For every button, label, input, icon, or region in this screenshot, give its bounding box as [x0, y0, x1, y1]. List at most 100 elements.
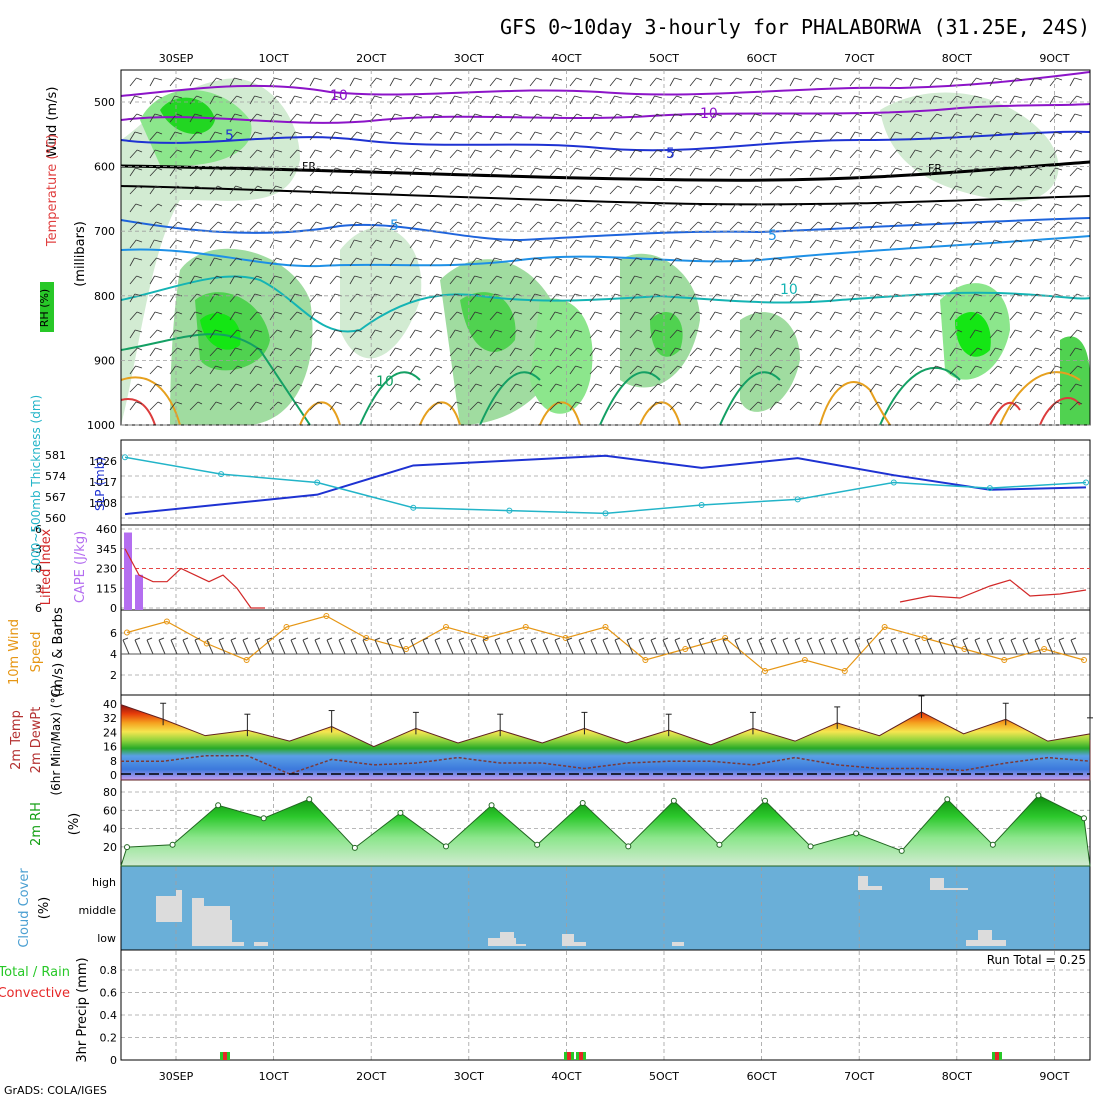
upper-barb [189, 167, 198, 177]
wind-barb [194, 637, 201, 641]
upper-barb [1029, 257, 1037, 267]
temp-tick: 16 [103, 741, 117, 754]
upper-barb [917, 329, 923, 333]
cloud-block [254, 942, 268, 946]
upper-barb [609, 257, 615, 267]
upper-barb [476, 257, 483, 261]
upper-barb [729, 275, 737, 285]
upper-barb [869, 329, 878, 339]
upper-barb [474, 113, 483, 117]
upper-barb [495, 365, 503, 369]
upper-barb [309, 257, 317, 267]
upper-barb [597, 329, 603, 333]
upper-barb [336, 77, 343, 81]
upper-barb [1049, 311, 1058, 321]
upper-barb [1075, 221, 1083, 225]
upper-barb [417, 347, 423, 351]
upper-barb [149, 185, 156, 195]
rh-point [215, 802, 222, 809]
upper-barb [416, 113, 423, 117]
upper-barb [509, 131, 518, 141]
upper-barb [557, 329, 563, 333]
upper-barb [429, 329, 438, 339]
upper-barb [469, 113, 476, 123]
upper-barb [309, 401, 319, 411]
rh-area [120, 794, 1091, 867]
upper-barb [795, 221, 803, 225]
upper-barb [369, 383, 379, 393]
upper-barb [295, 167, 303, 171]
upper-barb [676, 95, 683, 99]
upper-barb [796, 95, 803, 99]
upper-barb [1074, 239, 1083, 243]
upper-barb [949, 167, 958, 177]
upper-barb [909, 347, 916, 357]
wind-barb [566, 637, 573, 641]
upper-barb [689, 221, 699, 231]
upper-barb [489, 203, 497, 213]
upper-barb [695, 203, 703, 207]
upper-barb [217, 383, 223, 387]
cloud-block [156, 896, 182, 922]
upper-barb [676, 131, 683, 135]
panel-labels: Wind (m/s) Temperature (°C) RH (%) (mill… [0, 87, 1086, 1063]
wind-speed-point [124, 629, 130, 636]
upper-barb [809, 383, 819, 393]
upper-barb [234, 77, 243, 81]
upper-barb [794, 311, 803, 315]
upper-barb [909, 221, 917, 231]
upper-barb [374, 257, 383, 261]
upper-barb [229, 257, 237, 267]
upper-barb [875, 347, 883, 351]
upper-barb [754, 113, 763, 117]
upper-barb [589, 257, 597, 267]
upper-barb [689, 95, 695, 105]
wind-barb [926, 637, 933, 641]
upper-barb [434, 113, 443, 117]
upper-barb [914, 275, 923, 279]
upper-barb [235, 347, 243, 351]
upper-barb [129, 149, 138, 159]
upper-barb [609, 149, 618, 159]
upper-barb [629, 203, 639, 213]
wind-barb [530, 639, 538, 655]
upper-barb [137, 383, 143, 387]
upper-barb [489, 221, 499, 231]
upper-barb [194, 239, 203, 243]
upper-barb [289, 203, 297, 213]
upper-barb [1009, 149, 1018, 159]
upper-barb [575, 365, 583, 369]
upper-barb [469, 203, 479, 213]
upper-barb [609, 113, 618, 123]
upper-barb [189, 257, 197, 267]
upper-barb [969, 383, 979, 393]
upper-barb [374, 131, 383, 135]
upper-barb [515, 383, 523, 387]
rh-legend-swatch [40, 282, 54, 332]
upper-barb [497, 221, 503, 225]
wind-speed-point [1001, 657, 1008, 663]
temp-tick: 24 [103, 726, 117, 739]
upper-barb [989, 131, 998, 141]
upper-barb [1049, 347, 1058, 357]
pressure-tick: 700 [94, 225, 115, 238]
upper-barb [574, 257, 583, 261]
upper-barb [929, 221, 939, 231]
upper-barb [769, 131, 776, 141]
upper-barb [736, 77, 743, 81]
panel-frame [120, 949, 1091, 1061]
upper-barb [634, 113, 643, 117]
upper-barb [695, 401, 703, 405]
upper-barb [429, 347, 436, 357]
upper-barb [1014, 257, 1023, 261]
upper-barb [296, 311, 303, 315]
upper-barb [689, 275, 697, 285]
upper-barb [969, 293, 976, 303]
upper-barb [709, 221, 717, 231]
upper-barb [709, 149, 716, 159]
upper-barb [769, 311, 778, 321]
wind-barb [314, 637, 321, 641]
wind-barb [866, 639, 874, 655]
upper-barb [389, 239, 395, 249]
upper-barb [375, 203, 383, 207]
